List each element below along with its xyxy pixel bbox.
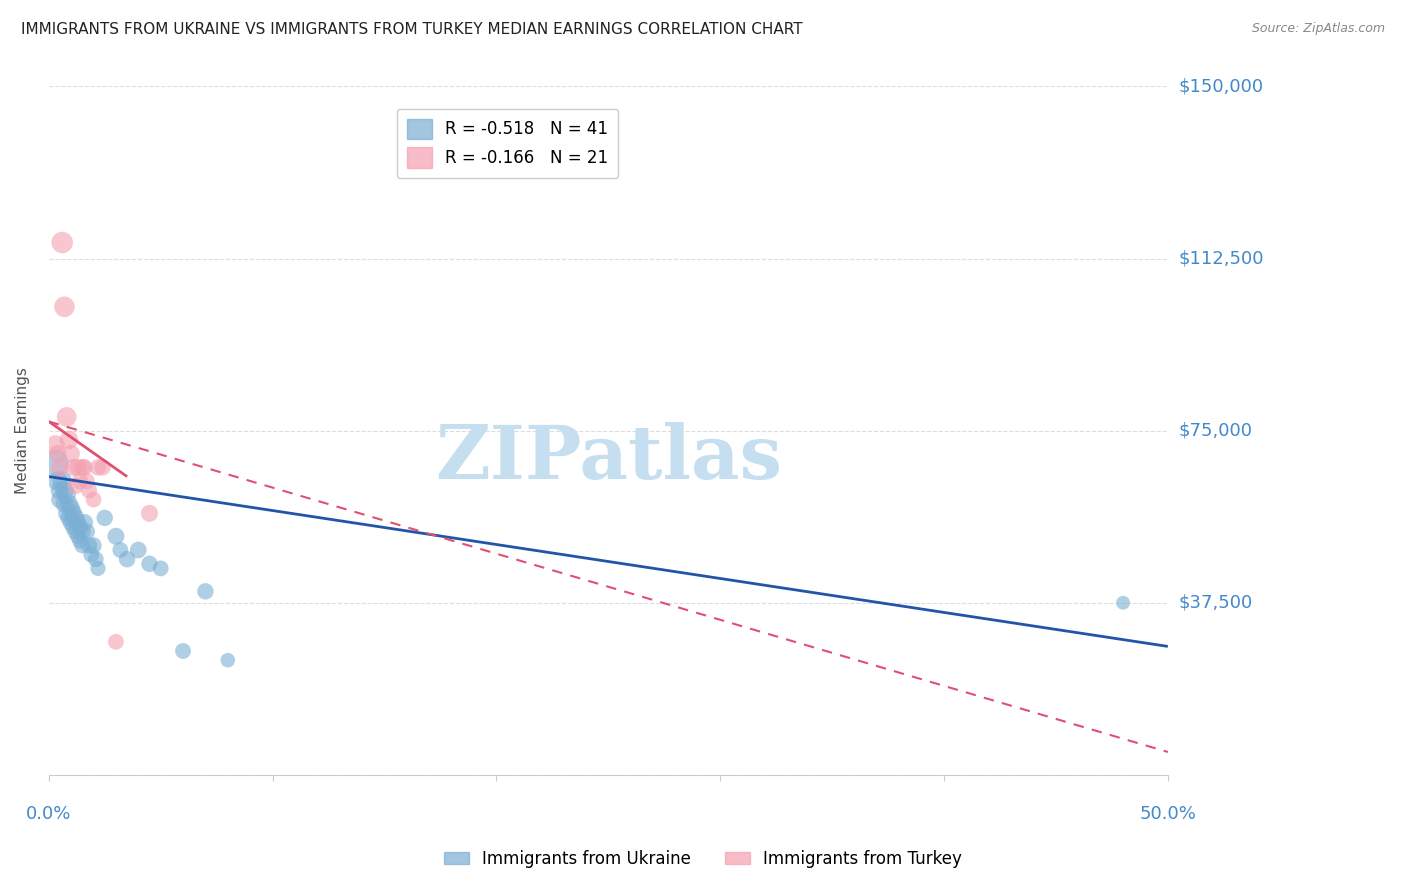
Point bbox=[87, 561, 110, 575]
Point bbox=[66, 460, 89, 475]
Point bbox=[65, 511, 87, 525]
Point bbox=[127, 543, 149, 558]
Point bbox=[60, 501, 83, 516]
Text: Source: ZipAtlas.com: Source: ZipAtlas.com bbox=[1251, 22, 1385, 36]
Point bbox=[93, 511, 115, 525]
Point bbox=[51, 474, 73, 488]
Point bbox=[76, 524, 98, 539]
Point bbox=[58, 433, 80, 447]
Point bbox=[69, 533, 91, 548]
Point bbox=[62, 506, 84, 520]
Text: $37,500: $37,500 bbox=[1180, 594, 1253, 612]
Point bbox=[91, 460, 114, 475]
Point bbox=[84, 552, 107, 566]
Point bbox=[44, 437, 66, 451]
Text: 0.0%: 0.0% bbox=[27, 805, 72, 823]
Point bbox=[194, 584, 217, 599]
Text: IMMIGRANTS FROM UKRAINE VS IMMIGRANTS FROM TURKEY MEDIAN EARNINGS CORRELATION CH: IMMIGRANTS FROM UKRAINE VS IMMIGRANTS FR… bbox=[21, 22, 803, 37]
Point bbox=[72, 538, 94, 552]
Point bbox=[65, 524, 87, 539]
Point bbox=[172, 644, 194, 658]
Point bbox=[73, 516, 96, 530]
Point bbox=[69, 474, 91, 488]
Point bbox=[62, 520, 84, 534]
Point bbox=[66, 529, 89, 543]
Point bbox=[53, 497, 76, 511]
Point bbox=[77, 538, 100, 552]
Point bbox=[110, 543, 132, 558]
Y-axis label: Median Earnings: Median Earnings bbox=[15, 368, 30, 494]
Text: $150,000: $150,000 bbox=[1180, 78, 1264, 95]
Point bbox=[138, 557, 160, 571]
Legend: R = -0.518   N = 41, R = -0.166   N = 21: R = -0.518 N = 41, R = -0.166 N = 21 bbox=[396, 109, 619, 178]
Point bbox=[58, 497, 80, 511]
Point bbox=[51, 235, 73, 250]
Point bbox=[44, 456, 66, 470]
Text: $75,000: $75,000 bbox=[1180, 422, 1253, 440]
Point bbox=[83, 492, 105, 507]
Point bbox=[104, 635, 127, 649]
Point bbox=[72, 460, 94, 475]
Point bbox=[1112, 596, 1135, 610]
Point bbox=[83, 538, 105, 552]
Point bbox=[53, 483, 76, 498]
Point bbox=[77, 483, 100, 498]
Point bbox=[60, 447, 83, 461]
Point bbox=[58, 511, 80, 525]
Point bbox=[49, 460, 72, 475]
Point bbox=[69, 520, 91, 534]
Point bbox=[72, 524, 94, 539]
Point bbox=[49, 492, 72, 507]
Point bbox=[138, 506, 160, 520]
Text: 50.0%: 50.0% bbox=[1139, 805, 1197, 823]
Point bbox=[149, 561, 172, 575]
Point bbox=[60, 516, 83, 530]
Point bbox=[55, 488, 77, 502]
Point bbox=[80, 548, 103, 562]
Legend: Immigrants from Ukraine, Immigrants from Turkey: Immigrants from Ukraine, Immigrants from… bbox=[437, 844, 969, 875]
Point bbox=[115, 552, 138, 566]
Point bbox=[55, 506, 77, 520]
Point bbox=[49, 483, 72, 498]
Point bbox=[46, 474, 69, 488]
Point bbox=[62, 460, 84, 475]
Point bbox=[73, 460, 96, 475]
Point bbox=[87, 460, 110, 475]
Point bbox=[217, 653, 239, 667]
Point bbox=[46, 447, 69, 461]
Text: ZIPatlas: ZIPatlas bbox=[434, 422, 782, 495]
Point bbox=[55, 409, 77, 424]
Point bbox=[65, 479, 87, 493]
Text: $112,500: $112,500 bbox=[1180, 250, 1264, 268]
Point bbox=[104, 529, 127, 543]
Point bbox=[53, 300, 76, 314]
Point bbox=[76, 474, 98, 488]
Point bbox=[66, 516, 89, 530]
